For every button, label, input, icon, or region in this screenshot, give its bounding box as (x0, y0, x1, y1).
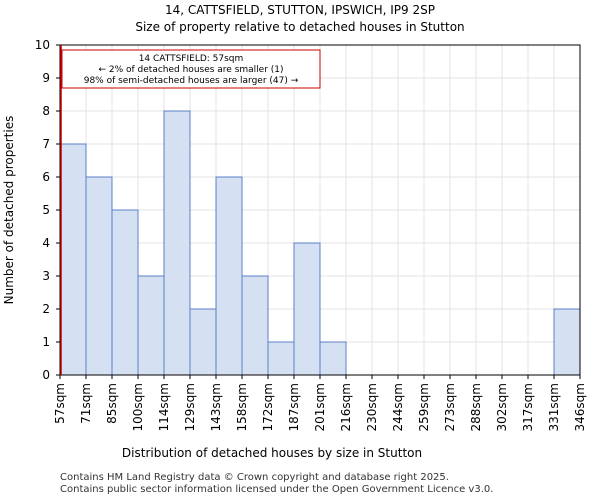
y-tick-label: 4 (42, 236, 50, 250)
y-tick-label: 9 (42, 71, 50, 85)
annotation-line-3: 98% of semi-detached houses are larger (… (84, 76, 299, 86)
y-tick-label: 6 (42, 170, 50, 184)
y-tick-label: 8 (42, 104, 50, 118)
x-tick-label: 143sqm (209, 383, 223, 431)
bar-100sqm (137, 275, 165, 376)
x-tick-label: 216sqm (339, 383, 353, 431)
bar-158sqm (241, 275, 269, 376)
chart-title-address: 14, CATTSFIELD, STUTTON, IPSWICH, IP9 2S… (165, 3, 435, 17)
bar-331sqm (553, 308, 581, 376)
bar-85sqm (111, 209, 139, 376)
x-tick-label: 346sqm (573, 383, 587, 431)
bar-114sqm (163, 110, 191, 376)
y-ticks: 0 1 2 3 4 5 6 7 8 9 10 (35, 38, 60, 382)
bar-187sqm (293, 242, 321, 376)
annotation-line-2: ← 2% of detached houses are smaller (1) (98, 65, 283, 75)
y-axis-label: Number of detached properties (2, 116, 16, 305)
bar-143sqm (215, 176, 243, 376)
y-tick-label: 3 (42, 269, 50, 283)
x-tick-label: 158sqm (235, 383, 249, 431)
x-tick-label: 302sqm (495, 383, 509, 431)
y-tick-label: 1 (42, 335, 50, 349)
y-tick-label: 2 (42, 302, 50, 316)
y-tick-label: 0 (42, 368, 50, 382)
x-tick-label: 57sqm (53, 383, 67, 424)
x-ticks: 57sqm 71sqm 85sqm 100sqm 114sqm 129sqm 143sqm 1… (53, 375, 587, 431)
footer-copyright: Contains HM Land Registry data © Crown c… (60, 472, 449, 483)
x-tick-label: 244sqm (391, 383, 405, 431)
x-tick-label: 100sqm (131, 383, 145, 431)
x-tick-label: 317sqm (521, 383, 535, 431)
bar-129sqm (189, 308, 217, 376)
x-tick-label: 259sqm (417, 383, 431, 431)
y-tick-label: 5 (42, 203, 50, 217)
x-axis-label: Distribution of detached houses by size … (122, 446, 422, 460)
bar-172sqm (267, 341, 295, 376)
x-tick-label: 71sqm (79, 383, 93, 424)
bar-201sqm (319, 341, 347, 376)
annotation-line-1: 14 CATTSFIELD: 57sqm (139, 54, 244, 64)
y-tick-label: 10 (35, 38, 50, 52)
annotation-frame (61, 49, 321, 89)
bar-57sqm (59, 143, 87, 376)
annotation-box: 14 CATTSFIELD: 57sqm ← 2% of detached ho… (61, 49, 321, 89)
x-tick-label: 230sqm (365, 383, 379, 431)
x-tick-label: 273sqm (443, 383, 457, 431)
y-tick-label: 7 (42, 137, 50, 151)
bar-71sqm (85, 176, 113, 376)
x-tick-label: 331sqm (547, 383, 561, 431)
x-tick-label: 114sqm (157, 383, 171, 431)
x-tick-label: 172sqm (261, 383, 275, 431)
bars (59, 110, 581, 376)
x-tick-label: 201sqm (313, 383, 327, 431)
x-tick-label: 187sqm (287, 383, 301, 431)
footer-licence: Contains public sector information licen… (60, 484, 494, 495)
x-tick-label: 85sqm (105, 383, 119, 424)
chart-title: Size of property relative to detached ho… (135, 20, 465, 34)
x-tick-label: 288sqm (469, 383, 483, 431)
x-tick-label: 129sqm (183, 383, 197, 431)
